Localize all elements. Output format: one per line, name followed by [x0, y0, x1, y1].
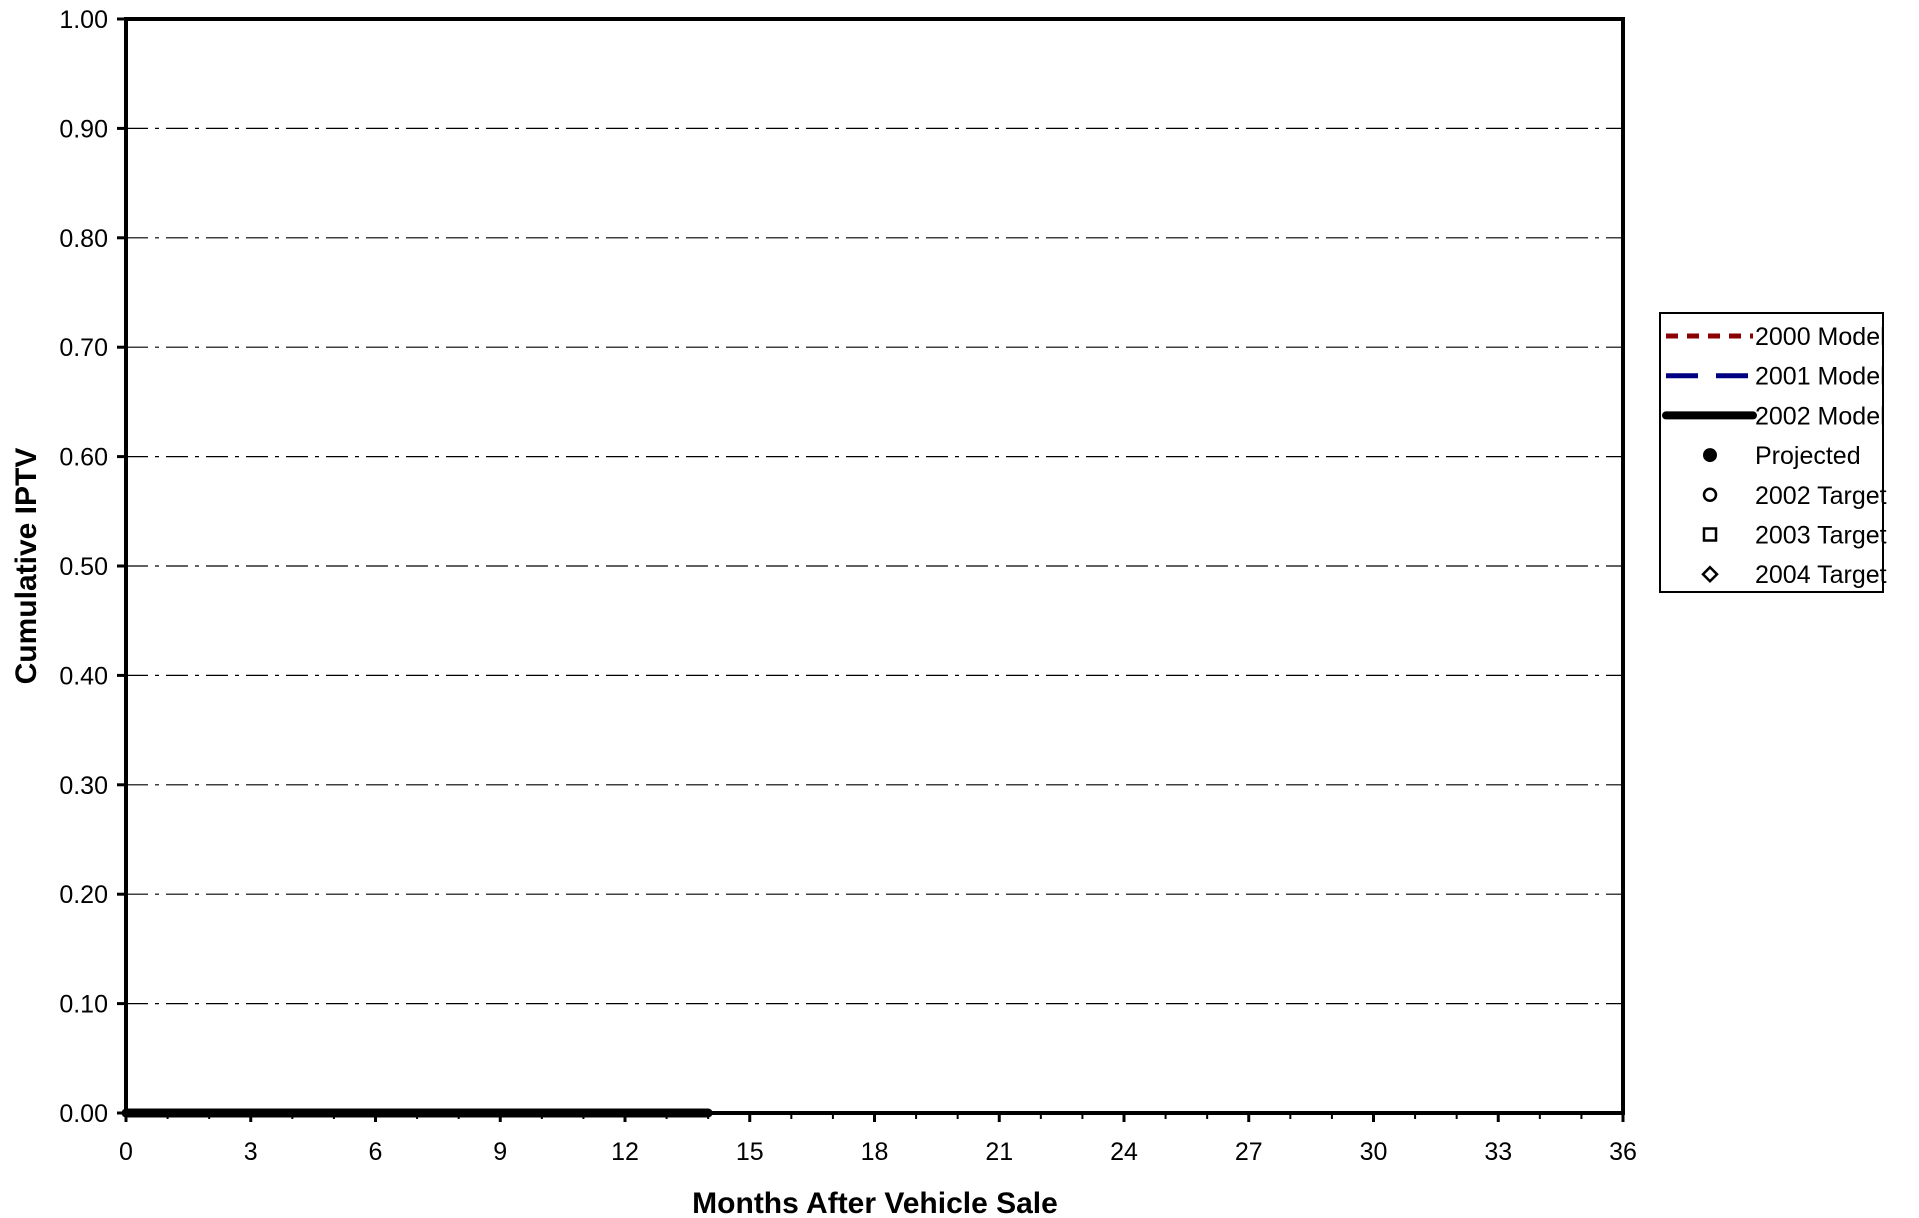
x-tick-label: 0 — [119, 1138, 133, 1166]
y-tick-label: 0.70 — [59, 334, 108, 362]
legend-marker-2004-target — [1701, 565, 1719, 583]
legend-marker-2003-target — [1702, 527, 1718, 542]
x-tick-label: 36 — [1609, 1138, 1637, 1166]
y-tick-label: 0.80 — [59, 225, 108, 253]
y-axis-title: Cumulative IPTV — [10, 448, 43, 685]
x-tick-label: 6 — [369, 1138, 383, 1166]
legend-label-2004-target: 2004 Target — [1755, 561, 1887, 589]
y-tick-label: 0.00 — [59, 1100, 108, 1128]
x-tick-label: 9 — [493, 1138, 507, 1166]
legend-marker-2002-target — [1702, 487, 1718, 503]
legend-label-2000-model: 2000 Model — [1755, 323, 1886, 351]
x-tick-label: 33 — [1484, 1138, 1512, 1166]
x-axis-ticks: 0 3 6 9 12 15 18 21 24 27 30 33 36 — [119, 1113, 1637, 1166]
legend-marker-projected — [1703, 448, 1717, 463]
y-tick-label: 0.30 — [59, 772, 108, 800]
x-tick-label: 18 — [861, 1138, 889, 1166]
x-tick-label: 21 — [985, 1138, 1013, 1166]
x-tick-label: 27 — [1235, 1138, 1263, 1166]
x-tick-label: 3 — [244, 1138, 258, 1166]
legend-label-projected: Projected — [1755, 442, 1861, 470]
legend-label-2001-model: 2001 Model — [1755, 363, 1886, 391]
y-tick-label: 0.40 — [59, 662, 108, 690]
y-tick-label: 0.90 — [59, 115, 108, 143]
x-tick-label: 24 — [1110, 1138, 1138, 1166]
legend: 2000 Model 2001 Model 2002 Model Projected 2… — [1659, 312, 1887, 593]
legend-label-2003-target: 2003 Target — [1755, 522, 1887, 550]
legend-label-2002-model: 2002 Model — [1755, 402, 1886, 430]
y-tick-label: 1.00 — [59, 6, 108, 34]
y-tick-label: 0.20 — [59, 881, 108, 909]
x-tick-label: 12 — [611, 1138, 639, 1166]
gridlines — [126, 127, 1623, 1005]
y-tick-label: 0.50 — [59, 553, 108, 581]
y-tick-label: 0.10 — [59, 991, 108, 1019]
y-axis-ticks: 0.00 0.10 0.20 0.30 0.40 0.50 0.60 0.70 0.80 0.90… — [59, 6, 126, 1128]
y-tick-label: 0.60 — [59, 444, 108, 472]
x-axis-title: Months After Vehicle Sale — [692, 1187, 1058, 1218]
x-tick-label: 15 — [736, 1138, 764, 1166]
legend-box — [1659, 312, 1884, 593]
x-tick-label: 30 — [1360, 1138, 1388, 1166]
legend-label-2002-target: 2002 Target — [1755, 482, 1887, 510]
